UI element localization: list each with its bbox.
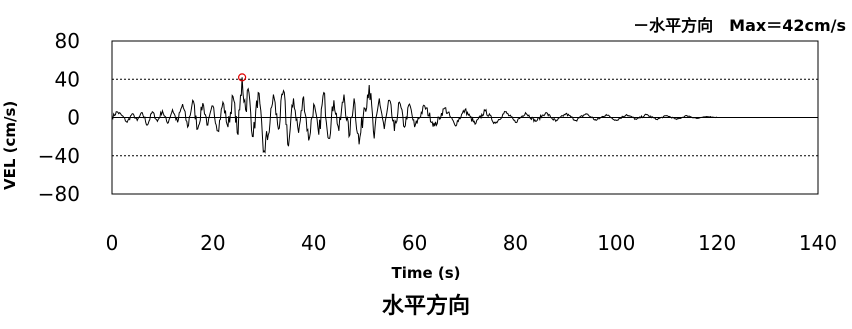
chart-caption: 水平方向 <box>381 294 470 319</box>
y-tick-label: 80 <box>55 29 80 53</box>
x-tick-label: 80 <box>503 231 528 255</box>
x-axis-label: Time (s) <box>391 264 461 282</box>
x-tick-label: 40 <box>301 231 326 255</box>
x-tick-label: 120 <box>698 231 736 255</box>
series-line-horizontal <box>111 77 723 154</box>
legend-line-icon: － <box>633 16 650 35</box>
x-tick-label: 20 <box>200 231 225 255</box>
x-tick-label: 60 <box>402 231 427 255</box>
x-tick-label: 100 <box>597 231 635 255</box>
y-tick-label: 40 <box>55 67 80 91</box>
y-tick-label: 0 <box>67 106 80 130</box>
y-tick-label: −80 <box>38 182 80 206</box>
x-tick-label: 0 <box>106 231 119 255</box>
legend-series-name: 水平方向 <box>649 16 714 35</box>
x-tick-labels: 0 20 40 60 80 100 120 140 <box>106 231 837 255</box>
y-axis-label: VEL (cm/s) <box>1 100 19 190</box>
legend-max-label: Max＝42cm/s <box>729 16 846 35</box>
y-tick-label: −40 <box>38 144 80 168</box>
legend: －水平方向 Max＝42cm/s <box>633 12 846 36</box>
y-tick-labels: 80 40 0 −40 −80 <box>38 29 80 206</box>
max-marker <box>238 73 247 82</box>
x-tick-label: 140 <box>799 231 837 255</box>
